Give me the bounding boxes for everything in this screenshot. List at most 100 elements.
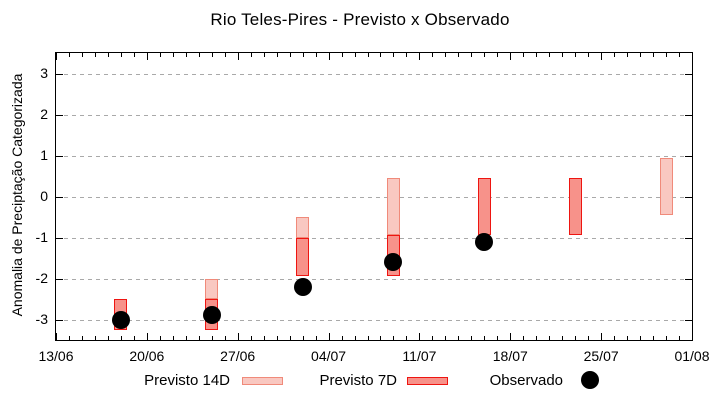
x-minor-tick xyxy=(588,53,590,57)
x-minor-tick xyxy=(198,336,200,340)
y-tick xyxy=(56,196,63,198)
observado-dot xyxy=(111,310,130,329)
x-minor-tick xyxy=(458,53,460,57)
x-major-tick xyxy=(328,333,330,340)
x-minor-tick xyxy=(536,336,538,340)
x-minor-tick xyxy=(302,336,304,340)
gridline xyxy=(56,278,692,280)
previsto-7d-bar xyxy=(477,178,491,236)
observado-dot xyxy=(202,306,221,325)
x-minor-tick xyxy=(575,336,577,340)
x-minor-tick xyxy=(432,53,434,57)
x-minor-tick xyxy=(367,53,369,57)
x-minor-tick xyxy=(68,53,70,57)
x-minor-tick xyxy=(523,53,525,57)
gridline xyxy=(56,114,692,116)
x-tick-label: 13/06 xyxy=(38,348,74,364)
x-minor-tick xyxy=(289,336,291,340)
x-major-tick xyxy=(237,53,239,60)
x-minor-tick xyxy=(315,336,317,340)
x-minor-tick xyxy=(107,336,109,340)
x-minor-tick xyxy=(640,53,642,57)
legend-swatch-previsto-7d xyxy=(407,377,448,385)
y-tick-label: -2 xyxy=(35,269,48,286)
chart-title: Rio Teles-Pires - Previsto x Observado xyxy=(210,10,510,29)
x-minor-tick xyxy=(341,336,343,340)
x-major-tick xyxy=(328,53,330,60)
previsto-14d-bar xyxy=(659,157,673,215)
x-minor-tick xyxy=(172,336,174,340)
x-minor-tick xyxy=(198,53,200,57)
x-tick-label: 01/08 xyxy=(674,348,710,364)
x-tick-label: 11/07 xyxy=(402,348,437,364)
x-minor-tick xyxy=(666,336,668,340)
x-minor-tick xyxy=(289,53,291,57)
x-minor-tick xyxy=(497,53,499,57)
legend-label-previsto-7d: Previsto 7D xyxy=(319,372,397,389)
x-minor-tick xyxy=(302,53,304,57)
x-minor-tick xyxy=(250,53,252,57)
y-tick xyxy=(685,319,692,321)
observado-dot xyxy=(293,277,312,296)
x-minor-tick xyxy=(120,336,122,340)
x-minor-tick xyxy=(120,53,122,57)
x-major-tick xyxy=(510,333,512,340)
gridline xyxy=(56,155,692,157)
x-minor-tick xyxy=(653,53,655,57)
x-major-tick xyxy=(419,333,421,340)
x-minor-tick xyxy=(666,53,668,57)
x-minor-tick xyxy=(211,336,213,340)
x-minor-tick xyxy=(367,336,369,340)
plot-area xyxy=(55,52,693,341)
previsto-14d-bar xyxy=(296,217,310,238)
x-minor-tick xyxy=(575,53,577,57)
x-minor-tick xyxy=(185,53,187,57)
x-minor-tick xyxy=(627,53,629,57)
x-major-tick xyxy=(510,53,512,60)
y-tick xyxy=(56,73,63,75)
x-minor-tick xyxy=(380,336,382,340)
x-minor-tick xyxy=(224,53,226,57)
x-minor-tick xyxy=(276,336,278,340)
x-minor-tick xyxy=(159,53,161,57)
x-tick-label: 25/07 xyxy=(583,348,619,364)
x-tick-label: 18/07 xyxy=(492,348,528,364)
gridline xyxy=(56,73,692,75)
y-tick-label: 3 xyxy=(40,64,48,81)
previsto-14d-bar xyxy=(386,178,400,236)
x-minor-tick xyxy=(393,336,395,340)
y-tick xyxy=(685,196,692,198)
x-minor-tick xyxy=(211,53,213,57)
y-tick-label: 0 xyxy=(40,187,48,204)
x-minor-tick xyxy=(81,53,83,57)
x-minor-tick xyxy=(224,336,226,340)
x-minor-tick xyxy=(81,336,83,340)
x-minor-tick xyxy=(380,53,382,57)
x-minor-tick xyxy=(263,336,265,340)
y-tick xyxy=(56,237,63,239)
x-minor-tick xyxy=(172,53,174,57)
gridline xyxy=(56,196,692,198)
x-minor-tick xyxy=(471,53,473,57)
x-minor-tick xyxy=(133,336,135,340)
x-minor-tick xyxy=(133,53,135,57)
y-tick-label: 1 xyxy=(40,146,48,163)
y-tick xyxy=(56,114,63,116)
x-major-tick xyxy=(146,333,148,340)
y-tick-label: 2 xyxy=(40,105,48,122)
x-tick-label: 20/06 xyxy=(129,348,165,364)
y-tick-label: -3 xyxy=(35,310,48,327)
x-minor-tick xyxy=(406,53,408,57)
y-tick xyxy=(685,73,692,75)
x-minor-tick xyxy=(536,53,538,57)
x-minor-tick xyxy=(94,336,96,340)
x-tick-label: 27/06 xyxy=(220,348,256,364)
x-minor-tick xyxy=(406,336,408,340)
x-minor-tick xyxy=(588,336,590,340)
x-minor-tick xyxy=(497,336,499,340)
y-tick xyxy=(56,319,63,321)
x-major-tick xyxy=(692,333,693,340)
x-minor-tick xyxy=(315,53,317,57)
previsto-14d-bar xyxy=(205,278,219,299)
